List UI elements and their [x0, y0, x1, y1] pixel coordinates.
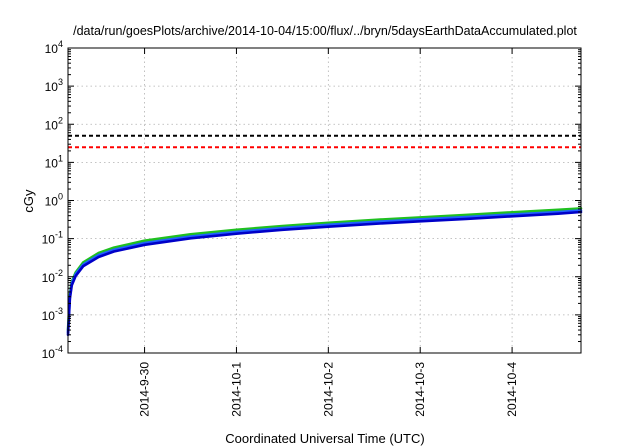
y-tick-label: 100	[45, 192, 63, 209]
y-tick-label: 101	[45, 153, 63, 170]
y-tick-label: 10-2	[42, 268, 63, 285]
y-tick-label: 10-1	[42, 230, 63, 247]
y-axis-label: cGy	[21, 189, 36, 213]
y-tick-label: 10-4	[42, 344, 63, 361]
y-tick-label: 102	[45, 115, 63, 132]
x-axis-label: Coordinated Universal Time (UTC)	[225, 431, 424, 446]
grid	[68, 48, 581, 353]
y-tick-label: 10-3	[42, 306, 63, 323]
x-tick-label: 2014-10-3	[413, 362, 427, 417]
x-tick-label: 2014-10-1	[229, 362, 243, 417]
y-tick-label: 103	[45, 77, 63, 94]
x-tick-label: 2014-10-4	[505, 362, 519, 417]
series-line	[66, 210, 583, 337]
x-tick-label: 2014-10-2	[321, 362, 335, 417]
x-tick-label: 2014-9-30	[138, 362, 152, 417]
chart-title: /data/run/goesPlots/archive/2014-10-04/1…	[73, 24, 577, 38]
y-tick-label: 104	[45, 39, 63, 56]
axis-ticks: 10-4 10-3 10-2 10-1 100 101 102 103 104 2014-9-30…	[42, 39, 581, 417]
threshold-lines	[68, 134, 581, 149]
series-lines	[66, 207, 583, 337]
